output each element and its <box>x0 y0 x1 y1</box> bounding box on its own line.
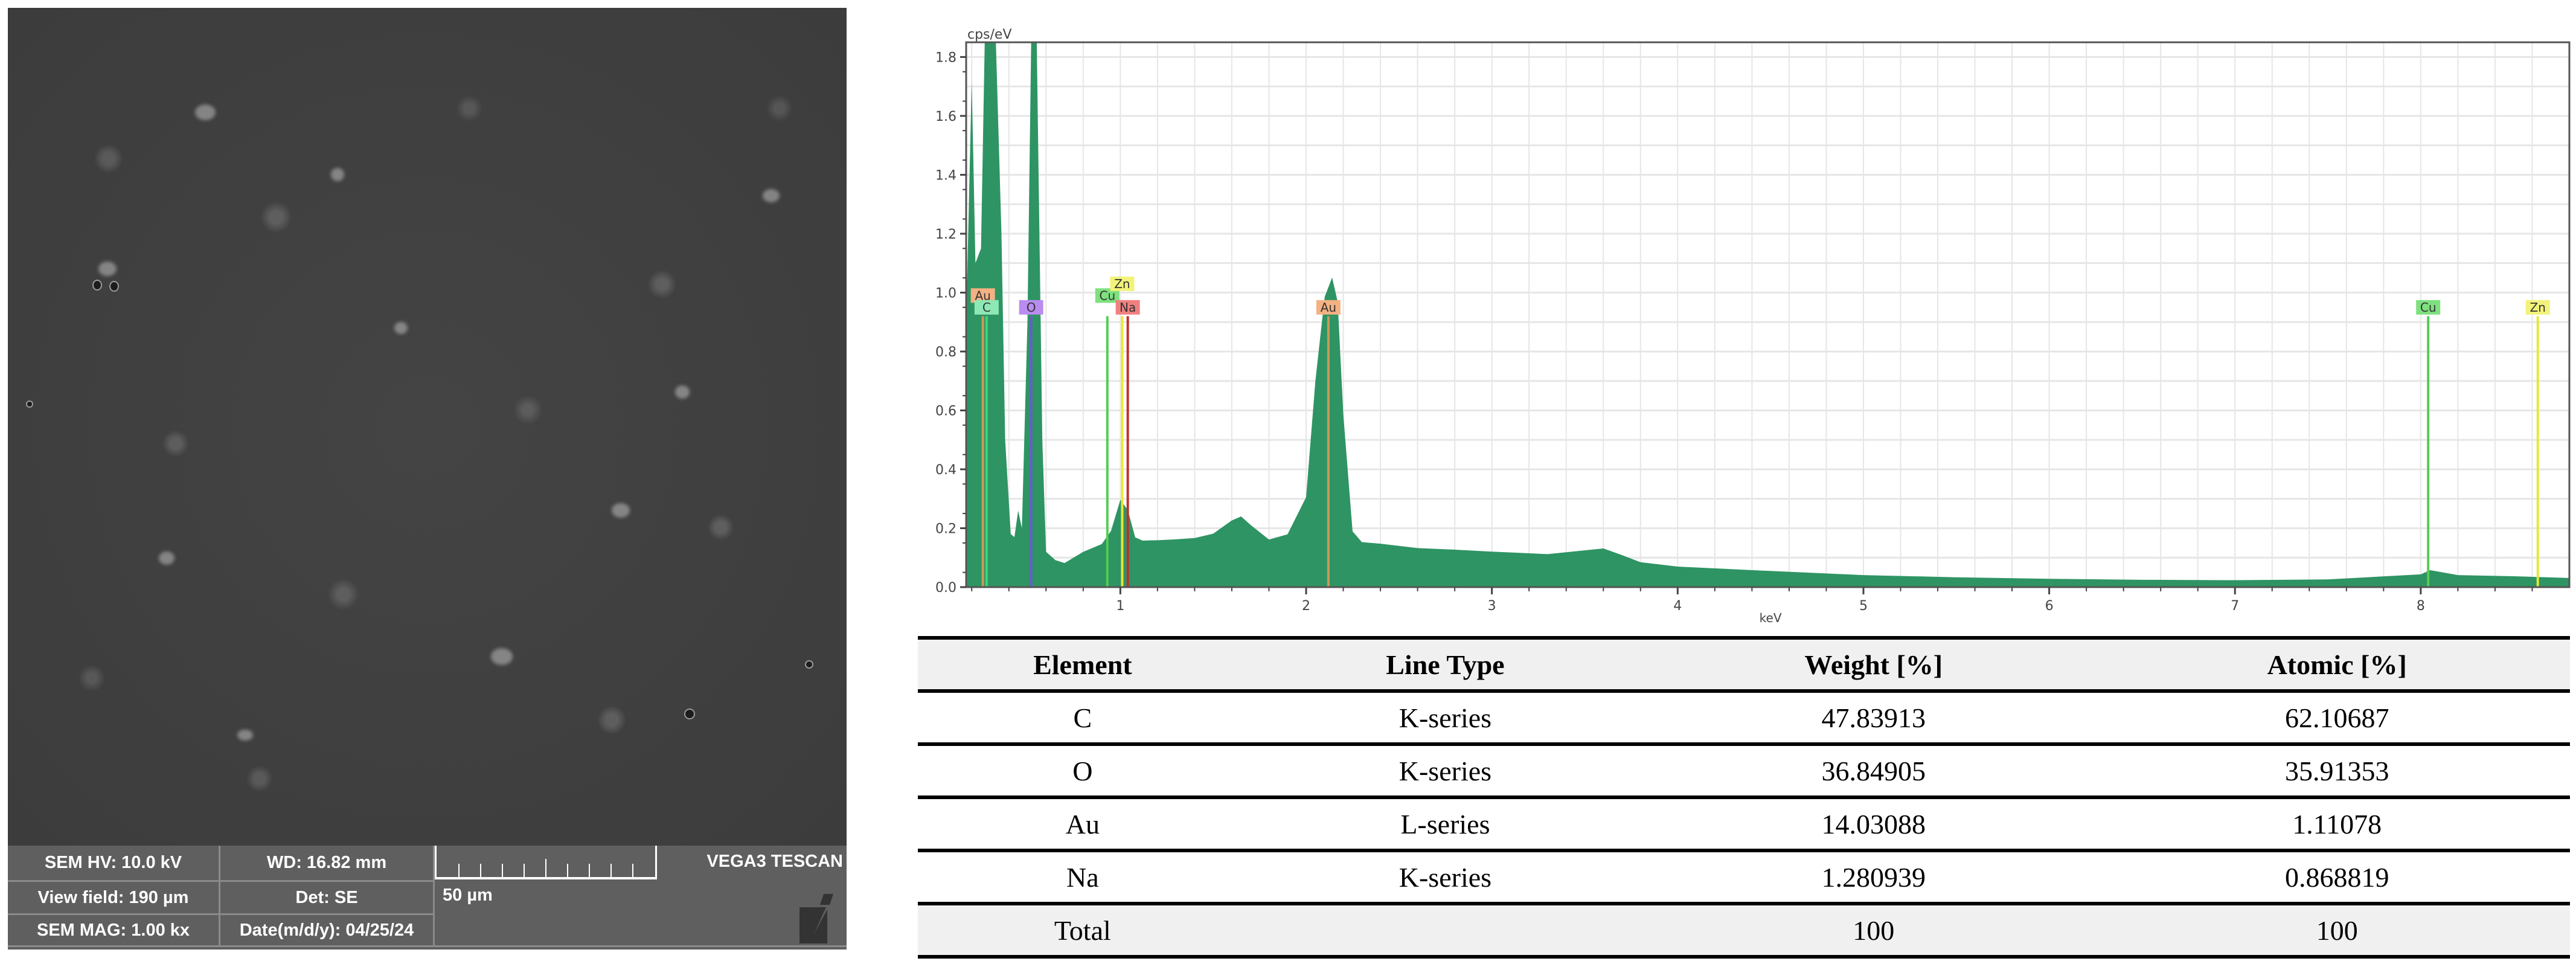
cell-weight: 36.84905 <box>1643 744 2104 799</box>
svg-text:7: 7 <box>2231 599 2239 614</box>
column-header-line-type: Line Type <box>1247 636 1644 693</box>
svg-text:1.4: 1.4 <box>935 168 956 183</box>
peak-marker-o: O <box>1019 300 1043 587</box>
y-axis: 0.0 0.2 0.4 0.6 0.8 1.0 1.2 1.4 1.6 1.8 cps/eV <box>935 27 1012 596</box>
working-distance: WD: 16.82 mm <box>220 846 435 882</box>
grid <box>966 42 2570 588</box>
svg-text:Au: Au <box>1321 300 1336 315</box>
svg-text:0.2: 0.2 <box>935 521 956 536</box>
view-field: View field: 190 µm <box>8 882 220 915</box>
svg-text:C: C <box>982 300 991 315</box>
spectrum-area <box>966 42 2569 587</box>
svg-text:Na: Na <box>1120 300 1136 315</box>
cell-total-atomic: 100 <box>2104 904 2570 959</box>
cell-atomic: 1.11078 <box>2104 797 2570 852</box>
scale-label: 50 µm <box>443 885 493 905</box>
peak-marker-c: C <box>974 300 999 587</box>
x-axis: 1 2 3 4 5 6 7 8 keV <box>971 587 2533 625</box>
sem-image <box>8 8 847 846</box>
peak-marker-zn: Zn <box>2525 300 2550 587</box>
svg-text:Cu: Cu <box>2420 300 2437 315</box>
peak-marker-cu: Cu <box>2416 300 2441 587</box>
svg-text:keV: keV <box>1760 611 1782 625</box>
cell-line-type: K-series <box>1247 691 1644 746</box>
svg-text:8: 8 <box>2417 599 2425 614</box>
plot-frame <box>965 41 2571 588</box>
detector: Det: SE <box>220 882 435 915</box>
info-bar-divider <box>8 945 847 947</box>
cell-line-type: K-series <box>1247 850 1644 905</box>
table-header-row: Element Line Type Weight [%] Atomic [%] <box>918 636 2570 693</box>
svg-text:1.2: 1.2 <box>935 227 956 242</box>
svg-text:0.8: 0.8 <box>935 345 956 360</box>
cell-total-weight: 100 <box>1643 904 2104 959</box>
magnification: SEM MAG: 1.00 kx <box>8 915 220 947</box>
cell-atomic: 62.10687 <box>2104 691 2570 746</box>
eds-spectrum-chart: Au C O Cu Zn Na Au Cu Zn 0.0 0.2 0.4 0.6 0.8 1.0 1.2 1.4… <box>918 12 2576 634</box>
column-header-element: Element <box>918 636 1248 693</box>
cell-element: Na <box>918 850 1248 905</box>
table-row: Na K-series 1.280939 0.868819 <box>918 850 2570 905</box>
table-total-row: Total 100 100 <box>918 904 2570 959</box>
svg-text:5: 5 <box>1859 599 1868 614</box>
svg-text:2: 2 <box>1302 599 1310 614</box>
cell-element: Au <box>918 797 1248 852</box>
svg-text:0.0: 0.0 <box>935 580 956 596</box>
svg-text:cps/eV: cps/eV <box>967 27 1012 42</box>
composition-table: Element Line Type Weight [%] Atomic [%] … <box>918 636 2570 959</box>
table-row: O K-series 36.84905 35.91353 <box>918 744 2570 799</box>
cell-element: O <box>918 744 1248 799</box>
svg-text:1.8: 1.8 <box>935 50 956 65</box>
svg-text:4: 4 <box>1673 599 1682 614</box>
instrument-brand: VEGA3 TESCAN <box>706 852 843 871</box>
svg-text:O: O <box>1027 300 1036 315</box>
peak-marker-zn: Zn <box>1110 276 1135 587</box>
peak-marker-au: Au <box>1316 300 1341 587</box>
scale-bar <box>435 846 657 879</box>
cell-total-label: Total <box>918 904 1248 959</box>
cell-atomic: 35.91353 <box>2104 744 2570 799</box>
cell-weight: 1.280939 <box>1643 850 2104 905</box>
svg-text:Zn: Zn <box>2530 300 2546 315</box>
peak-marker-na: Na <box>1115 300 1140 587</box>
cell-line-type: K-series <box>1247 744 1644 799</box>
cell-atomic: 0.868819 <box>2104 850 2570 905</box>
sem-micrograph-panel: SEM HV: 10.0 kV WD: 16.82 mm View field:… <box>8 8 847 950</box>
svg-text:3: 3 <box>1488 599 1496 614</box>
column-header-weight: Weight [%] <box>1643 636 2104 693</box>
svg-text:1: 1 <box>1116 599 1124 614</box>
table-row: C K-series 47.83913 62.10687 <box>918 691 2570 746</box>
svg-text:0.6: 0.6 <box>935 403 956 419</box>
cell-weight: 47.83913 <box>1643 691 2104 746</box>
svg-text:0.4: 0.4 <box>935 463 956 478</box>
column-header-atomic: Atomic [%] <box>2104 636 2570 693</box>
tescan-logo-icon <box>799 894 833 943</box>
sem-info-bar: SEM HV: 10.0 kV WD: 16.82 mm View field:… <box>8 846 847 950</box>
cell-total-line-type <box>1247 904 1644 959</box>
svg-text:1.0: 1.0 <box>935 286 956 301</box>
cell-line-type: L-series <box>1247 797 1644 852</box>
cell-element: C <box>918 691 1248 746</box>
accelerating-voltage: SEM HV: 10.0 kV <box>8 846 220 882</box>
cell-weight: 14.03088 <box>1643 797 2104 852</box>
svg-text:6: 6 <box>2045 599 2054 614</box>
svg-text:1.6: 1.6 <box>935 109 956 124</box>
table-row: Au L-series 14.03088 1.11078 <box>918 797 2570 852</box>
svg-text:Zn: Zn <box>1114 277 1130 291</box>
acquisition-date: Date(m/d/y): 04/25/24 <box>220 915 435 947</box>
